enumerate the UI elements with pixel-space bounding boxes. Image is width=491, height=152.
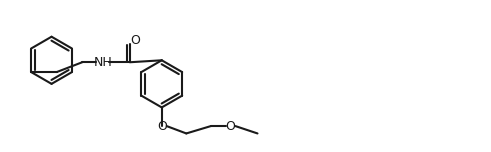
Text: O: O <box>130 34 139 47</box>
Text: O: O <box>225 120 235 133</box>
Text: O: O <box>157 120 166 133</box>
Text: NH: NH <box>93 56 112 69</box>
